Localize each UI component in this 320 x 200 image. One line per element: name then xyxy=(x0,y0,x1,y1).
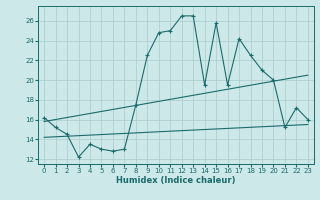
X-axis label: Humidex (Indice chaleur): Humidex (Indice chaleur) xyxy=(116,176,236,185)
